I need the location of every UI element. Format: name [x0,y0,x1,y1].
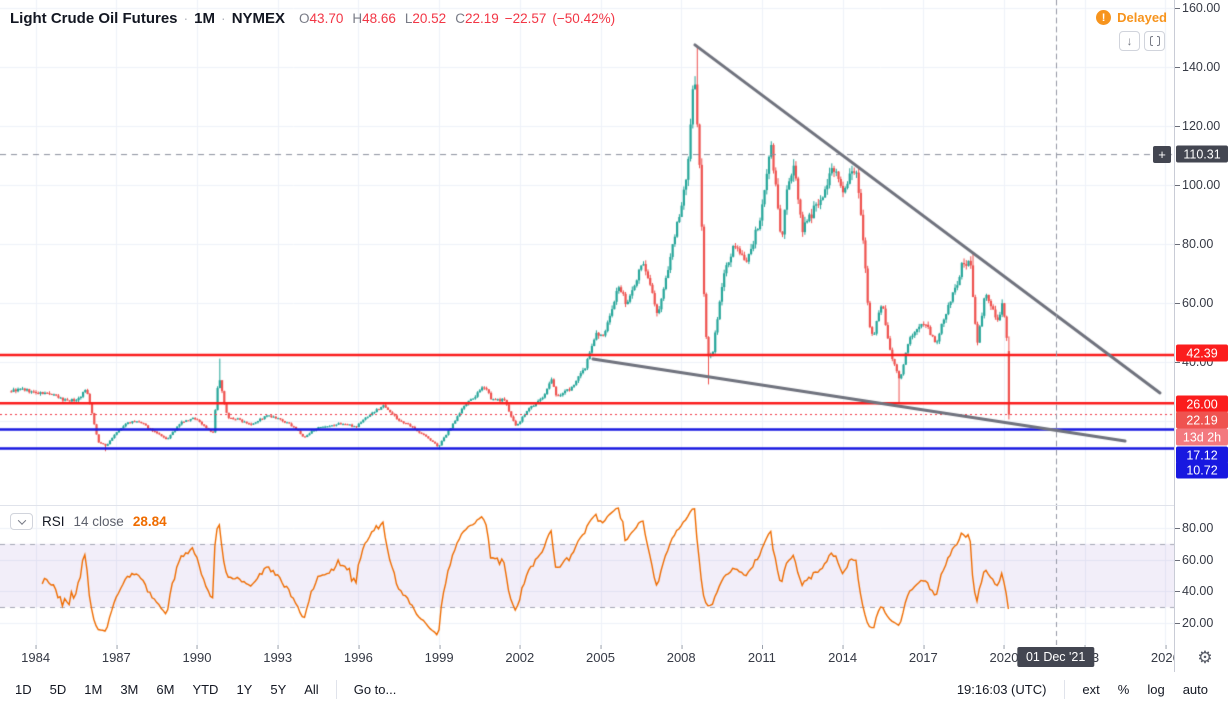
price-axis-label: 100.00 [1174,178,1221,192]
ohlc-values: O43.70 H48.66 L20.52 C22.19 [299,11,499,26]
rsi-title[interactable]: RSI [42,514,65,529]
expiration-date-badge: 01 Dec '21 [1016,647,1095,667]
bottom-toolbar: 1D 5D 1M 3M 6M YTD 1Y 5Y All Go to... 19:16:03 (U… [0,672,1229,706]
range-button-1d[interactable]: 1D [15,681,32,697]
clock-label[interactable]: 19:16:03 (UTC) [956,681,1047,697]
ohlc-letter: C [455,10,465,26]
ohlc-number: 20.52 [412,10,447,26]
price-level-badge: 22.19 [1176,411,1228,429]
time-axis-label[interactable]: 2008 [666,645,696,665]
rsi-legend: RSI 14 close 28.84 [10,513,167,530]
rsi-axis-label: 80.00 [1174,521,1214,535]
price-chart-canvas[interactable] [0,0,1174,505]
date-range-buttons: 1D 5D 1M 3M 6M YTD 1Y 5Y All Go to... [0,678,403,701]
price-axis-label: 140.00 [1174,60,1221,74]
time-axis-label[interactable]: 1987 [101,645,131,665]
symbol-title[interactable]: Light Crude Oil Futures [10,9,178,27]
rsi-axis-label: 40.00 [1174,584,1214,599]
toolbar-separator [335,679,337,699]
change-percent: (−50.42%) [552,10,616,26]
rsi-value: 28.84 [132,514,167,529]
ohlc-letter: H [352,10,363,26]
price-level-badge: 17.12 [1176,446,1228,464]
price-axis-label: 60.00 [1174,296,1214,310]
time-axis-label[interactable]: 1990 [182,645,212,665]
ohlc-letter: L [404,10,413,26]
scale-button-auto[interactable]: auto [1182,681,1208,697]
price-axis-border [1174,0,1175,672]
rsi-collapse-button[interactable] [10,513,33,530]
time-axis-label[interactable]: 1996 [343,645,373,665]
range-button-5y[interactable]: 5Y [270,681,287,697]
time-axis-label[interactable]: 2011 [747,645,776,665]
ohlc-item: H48.66 [352,11,396,26]
scale-button-percent[interactable]: % [1117,681,1130,697]
ohlc-number: 43.70 [309,10,344,26]
range-button-1y[interactable]: 1Y [236,681,253,697]
interval-label[interactable]: 1M [194,9,216,27]
chevron-down-icon [17,515,26,525]
price-axis-label: 120.00 [1174,119,1221,133]
range-button-1m[interactable]: 1M [84,681,103,697]
rsi-axis-label: 60.00 [1174,552,1214,567]
price-axis-label: 160.00 [1174,1,1221,15]
time-axis-label[interactable]: 2020 [989,645,1019,665]
ohlc-number: 48.66 [362,10,396,26]
price-level-badge: 110.31 [1176,145,1228,163]
scale-button-log[interactable]: log [1147,681,1165,697]
ohlc-number: 22.19 [464,10,499,26]
rsi-params: 14 close [73,514,124,529]
legend-separator: · [221,10,226,26]
range-button-3m[interactable]: 3M [120,681,139,697]
delayed-label: Delayed [1117,10,1167,25]
rsi-axis-label: 20.00 [1174,616,1214,630]
down-arrow-icon: ↓ [1126,34,1133,48]
range-button-all[interactable]: All [304,681,319,697]
time-axis-label[interactable]: 2005 [586,645,615,665]
time-axis-label[interactable]: 2014 [828,645,858,665]
exchange-label[interactable]: NYMEX [231,9,286,27]
time-axis-label[interactable]: 1993 [263,645,293,665]
scale-button-ext[interactable]: ext [1082,681,1100,697]
ohlc-item: L20.52 [405,11,446,26]
rsi-axis[interactable]: 80.00 60.00 40.00 20.00 [1174,505,1229,645]
price-level-badge: 26.00 [1176,395,1228,413]
go-to-button[interactable]: Go to... [353,681,397,697]
scroll-to-recent-button[interactable]: ↓ [1119,31,1140,51]
time-axis[interactable]: 1984 1987 1990 1993 1996 1999 2002 2005 2008 2011… [0,645,1229,672]
time-tick-labels: 1984 1987 1990 1993 1996 1999 2002 2005 2008 2011… [0,645,1174,672]
pane-buttons: ↓ [1119,31,1165,51]
add-alert-plus-button[interactable]: + [1153,146,1171,163]
time-axis-label[interactable]: 1984 [21,645,51,665]
ohlc-item: O43.70 [299,11,343,26]
gear-icon[interactable]: ⚙ [1197,648,1213,667]
contract-countdown-badge: 13d 2h [1176,428,1228,446]
time-axis-label[interactable]: 1999 [424,645,454,665]
time-axis-label[interactable]: 2026 [1151,645,1174,665]
price-axis-label: 80.00 [1174,237,1214,251]
pane-divider[interactable] [0,505,1229,506]
fullscreen-icon [1149,34,1160,50]
legend-separator: · [183,10,189,26]
delayed-data-badge[interactable]: ! Delayed [1096,10,1167,25]
toolbar-separator [1064,679,1066,699]
delayed-warning-icon: ! [1096,10,1112,25]
time-axis-label[interactable]: 2002 [505,645,535,665]
range-button-ytd[interactable]: YTD [192,681,219,697]
toolbar-right-group: 19:16:03 (UTC) ext% log auto [949,678,1215,701]
price-level-badge: 42.39 [1176,344,1228,362]
ohlc-item: C22.19 [455,11,499,26]
rsi-pane-canvas[interactable] [0,505,1174,645]
ohlc-letter: O [299,10,310,26]
symbol-legend: Light Crude Oil Futures · 1M · NYMEX O43… [10,7,615,29]
price-level-badge: 10.72 [1176,461,1228,479]
change-value: −22.57 [504,10,547,26]
range-button-6m[interactable]: 6M [156,681,175,697]
range-button-5d[interactable]: 5D [49,681,67,697]
scale-buttons: ext% log auto [1075,678,1215,701]
fullscreen-button[interactable] [1144,31,1165,51]
time-axis-label[interactable]: 2017 [908,645,938,665]
